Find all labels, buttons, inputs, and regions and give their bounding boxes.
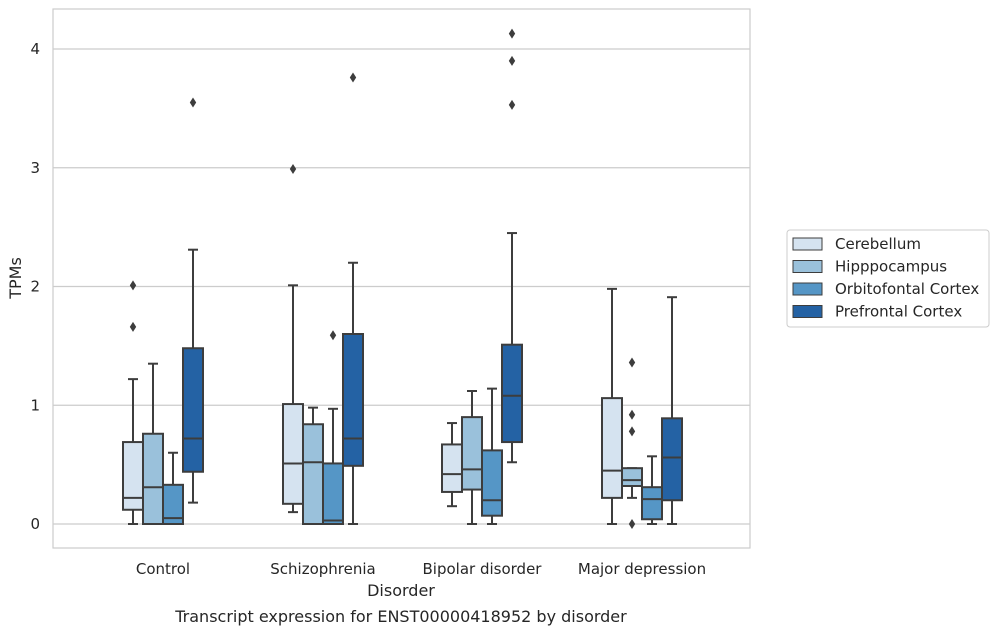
box-orbitofontal-cortex-3 [641,455,663,525]
box-hipppocampus-1 [302,406,324,525]
legend: Cerebellum Hipppocampus Orbitofontal Corte… [786,229,990,328]
outlier-point [628,409,636,420]
outlier-point [349,72,357,83]
box-iqr [162,483,184,525]
legend-item: Hipppocampus [792,258,947,276]
y-tick-label: 3 [30,159,40,177]
box-cerebellum-3 [601,287,623,525]
box-iqr [441,443,463,493]
legend-label: Cerebellum [835,235,921,253]
chart-title: Transcript expression for ENST0000041895… [174,607,627,626]
outlier-point [628,357,636,368]
box-iqr [621,467,643,487]
box-prefrontal-cortex-3 [661,296,683,525]
outlier-point [129,321,137,332]
box-orbitofontal-cortex-1 [322,330,344,525]
legend-swatch [792,260,823,273]
box-hipppocampus-3 [621,357,643,529]
x-tick-labels: Control Schizophrenia Bipolar disorder Majo… [136,560,706,578]
outlier-point [508,55,516,66]
box-groups [122,28,683,529]
plot-frame [52,8,751,549]
box-prefrontal-cortex-1 [342,72,364,525]
y-tick-label: 2 [30,278,40,296]
box-hipppocampus-2 [461,390,483,525]
box-cerebellum-0 [122,280,144,525]
box-iqr [322,462,344,525]
legend-item: Cerebellum [792,235,921,253]
plot-background [53,9,750,548]
y-tick-label: 0 [30,515,40,533]
box-hipppocampus-0 [142,362,164,525]
outlier-point [189,97,197,108]
box-iqr [302,423,324,525]
box-prefrontal-cortex-2 [501,28,523,464]
x-tick-label: Bipolar disorder [423,560,543,578]
legend-swatch [792,305,823,318]
legend-item: Prefrontal Cortex [792,303,962,321]
box-orbitofontal-cortex-0 [162,451,184,525]
x-axis-label: Disorder [367,581,435,600]
box-iqr [601,397,623,499]
outlier-point [628,519,636,529]
y-tick-label: 1 [30,396,40,414]
box-iqr [501,343,523,444]
outlier-point [508,99,516,110]
box-orbitofontal-cortex-2 [481,387,503,525]
legend-item: Orbitofontal Cortex [792,280,979,298]
outlier-point [289,163,297,174]
legend-swatch [792,282,823,296]
outlier-point [508,28,516,39]
legend-label: Prefrontal Cortex [835,303,962,321]
box-iqr [641,486,663,521]
box-iqr [122,441,144,511]
y-axis-label: TPMs [6,257,25,300]
x-tick-label: Major depression [578,560,706,578]
outlier-point [628,426,636,437]
y-tick-label: 4 [30,40,40,58]
box-iqr [661,417,683,502]
box-iqr [481,449,503,517]
box-iqr [282,403,304,505]
x-tick-label: Schizophrenia [270,560,375,578]
y-tick-labels: 0 1 2 3 4 [30,40,40,533]
box-iqr [142,432,164,525]
outlier-point [329,330,337,341]
legend-label: Hipppocampus [835,258,947,276]
legend-label: Orbitofontal Cortex [835,280,979,298]
box-iqr [182,347,204,473]
legend-frame [786,229,990,328]
box-iqr [461,416,483,491]
outlier-point [129,280,137,291]
box-prefrontal-cortex-0 [182,97,204,504]
legend-swatch [792,237,823,251]
x-tick-label: Control [136,560,190,578]
box-iqr [342,333,364,467]
